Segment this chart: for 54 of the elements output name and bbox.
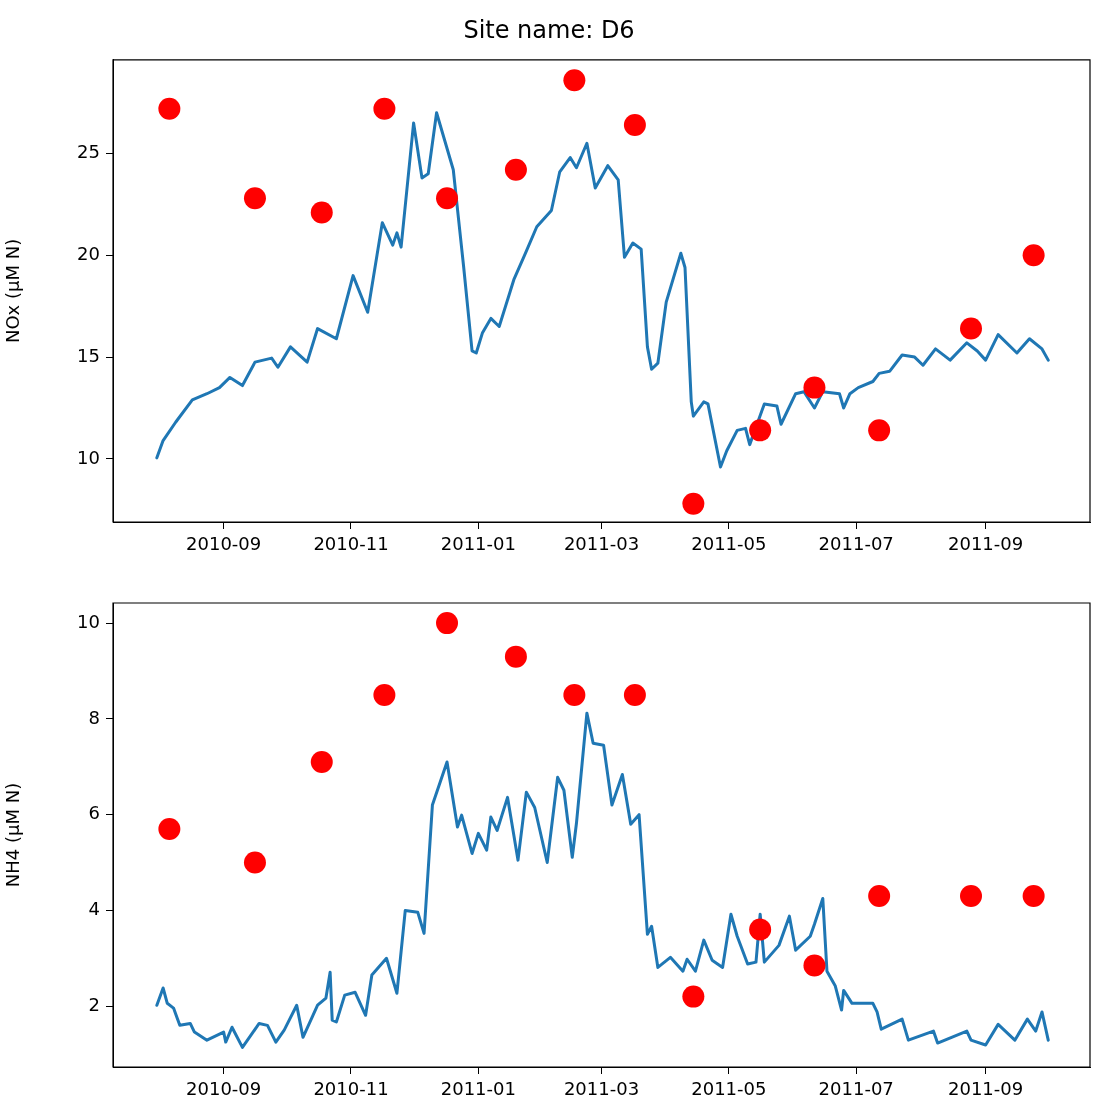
point [682,492,705,515]
y-tick-label: 8 [88,706,100,728]
y-tick-label: 6 [88,802,100,824]
y-axis-title: NOx (μM N) [2,238,24,344]
x-tick-label: 2011-05 [691,533,767,555]
x-tick-label: 2010-09 [186,533,262,555]
x-tick-label: 2011-09 [948,1078,1024,1100]
y-tick-label: 2 [88,993,100,1015]
x-tick-label: 2011-05 [691,1078,767,1100]
point [373,683,396,706]
chart-title: Site name: D6 [463,15,635,44]
point [1022,244,1045,267]
y-tick-label: 15 [77,344,100,366]
point [803,376,826,399]
point [436,187,459,210]
point [563,69,586,92]
point [504,158,527,181]
x-tick-label: 2011-07 [818,1078,894,1100]
point [749,918,772,941]
point [310,750,333,773]
y-tick-label: 4 [88,898,100,920]
x-tick-label: 2011-09 [948,533,1024,555]
point [960,885,983,908]
point [436,612,459,635]
point [158,97,181,120]
point [243,851,266,874]
point [682,985,705,1008]
point [623,113,646,136]
y-tick-label: 10 [77,446,100,468]
point [623,683,646,706]
point [868,885,891,908]
x-tick-label: 2011-01 [440,533,516,555]
x-tick-label: 2011-03 [563,1078,640,1100]
y-tick-label: 10 [77,610,100,632]
x-tick-label: 2011-01 [440,1078,516,1100]
point [868,419,891,442]
point [373,97,396,120]
point [749,419,772,442]
y-tick-label: 20 [77,242,100,264]
y-axis-title: NH4 (μM N) [2,782,24,888]
x-tick-label: 2011-03 [563,533,640,555]
x-tick-label: 2010-09 [186,1078,262,1100]
y-tick-label: 25 [77,141,100,163]
point [243,187,266,210]
point [1022,885,1045,908]
x-tick-label: 2010-11 [313,1078,389,1100]
point [504,645,527,668]
x-tick-label: 2010-11 [313,533,389,555]
point [960,317,983,340]
point [310,201,333,224]
point [158,818,181,841]
x-tick-label: 2011-07 [818,533,894,555]
point [563,683,586,706]
point [803,954,826,977]
